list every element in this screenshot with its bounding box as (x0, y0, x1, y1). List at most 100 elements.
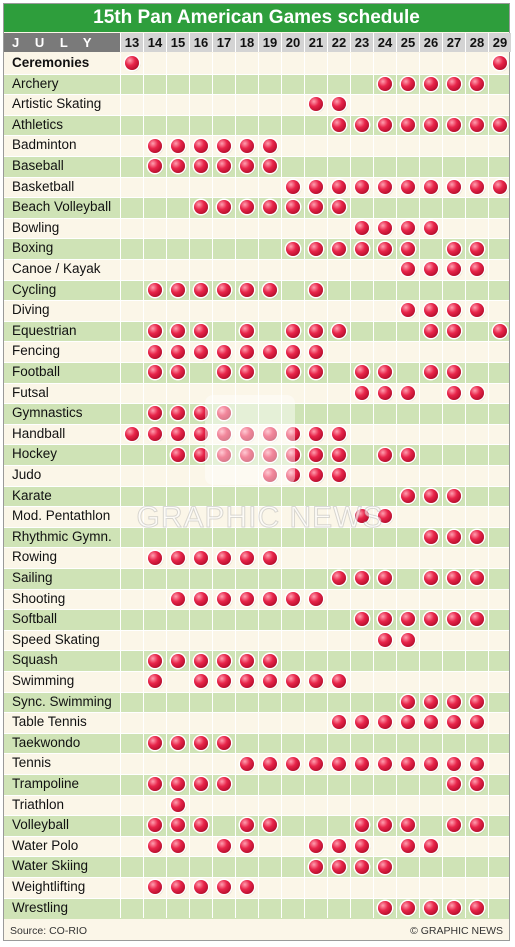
event-dot (262, 591, 277, 606)
schedule-row: Archery (4, 73, 509, 95)
event-dot (354, 612, 369, 627)
schedule-row: Judo (4, 465, 509, 486)
schedule-row: Futsal (4, 382, 509, 404)
day-header-18: 18 (235, 33, 258, 52)
grid-line (4, 712, 509, 714)
event-dot (400, 303, 415, 318)
event-dot (262, 138, 277, 153)
sport-label: Cycling (12, 281, 57, 297)
event-dot (285, 241, 300, 256)
event-dot (400, 221, 415, 236)
event-dot (147, 406, 162, 421)
sport-label: Volleyball (12, 817, 70, 833)
event-dot (469, 179, 484, 194)
event-dot (354, 715, 369, 730)
event-dot (400, 118, 415, 133)
sport-label: Karate (12, 487, 52, 503)
event-dot (147, 159, 162, 174)
schedule-row: Boxing (4, 238, 509, 260)
event-dot (423, 262, 438, 277)
event-dot (285, 324, 300, 339)
grid-line (4, 238, 509, 240)
event-dot (423, 612, 438, 627)
sport-label: Boxing (12, 240, 54, 256)
sport-label: Rhythmic Gymn. (12, 528, 112, 544)
event-dot (400, 818, 415, 833)
sport-label: Hockey (12, 446, 58, 462)
schedule-row: Hockey (4, 444, 509, 466)
event-dot (377, 859, 392, 874)
event-dot (170, 591, 185, 606)
event-dot (377, 365, 392, 380)
footer: Source: CO-RIO © GRAPHIC NEWS (4, 921, 509, 941)
grid-line (4, 94, 509, 96)
event-dot (469, 530, 484, 545)
schedule-row: Fencing (4, 341, 509, 363)
event-dot (285, 447, 300, 462)
event-dot (331, 118, 346, 133)
event-dot (239, 159, 254, 174)
schedule-row: Water Polo (4, 835, 509, 857)
grid-line (4, 73, 509, 75)
schedule-row: Diving (4, 300, 509, 322)
sport-label: Water Skiing (12, 858, 89, 874)
event-dot (285, 200, 300, 215)
event-dot (193, 159, 208, 174)
event-dot (239, 200, 254, 215)
event-dot (354, 571, 369, 586)
event-dot (308, 591, 323, 606)
event-dot (400, 385, 415, 400)
event-dot (446, 488, 461, 503)
event-dot (170, 818, 185, 833)
event-dot (124, 427, 139, 442)
schedule-row: Triathlon (4, 794, 509, 816)
schedule-row: Table Tennis (4, 712, 509, 734)
event-dot (492, 56, 507, 71)
event-dot (377, 447, 392, 462)
event-dot (400, 612, 415, 627)
event-dot (239, 839, 254, 854)
event-dot (400, 179, 415, 194)
day-header-25: 25 (396, 33, 419, 52)
schedule-row: Swimming (4, 671, 509, 692)
event-dot (193, 324, 208, 339)
grid-line (4, 753, 509, 755)
sport-label: Artistic Skating (12, 96, 102, 112)
schedule-row: Cycling (4, 279, 509, 301)
schedule-row: Sync. Swimming (4, 691, 509, 713)
event-dot (216, 880, 231, 895)
event-dot (308, 427, 323, 442)
event-dot (423, 839, 438, 854)
event-dot (216, 406, 231, 421)
event-dot (469, 900, 484, 915)
sport-label: Trampoline (12, 776, 80, 791)
event-dot (193, 406, 208, 421)
event-dot (377, 118, 392, 133)
sport-label: Weightlifting (12, 879, 86, 894)
sport-label: Water Polo (12, 837, 79, 853)
event-dot (446, 179, 461, 194)
event-dot (354, 241, 369, 256)
event-dot (423, 179, 438, 194)
event-dot (354, 179, 369, 194)
sport-label: Gymnastics (12, 405, 83, 421)
event-dot (262, 818, 277, 833)
event-dot (354, 859, 369, 874)
event-dot (262, 447, 277, 462)
event-dot (193, 344, 208, 359)
event-dot (262, 344, 277, 359)
grid-line (4, 197, 509, 199)
event-dot (239, 756, 254, 771)
sport-label: Taekwondo (12, 734, 81, 750)
event-dot (262, 550, 277, 565)
event-dot (308, 179, 323, 194)
event-dot (400, 447, 415, 462)
event-dot (423, 488, 438, 503)
schedule-row: Mod. Pentathlon (4, 506, 509, 528)
event-dot (354, 221, 369, 236)
sport-label: Softball (12, 611, 58, 627)
event-dot (147, 324, 162, 339)
event-dot (262, 756, 277, 771)
event-dot (377, 818, 392, 833)
schedule-row: Beach Volleyball (4, 197, 509, 219)
